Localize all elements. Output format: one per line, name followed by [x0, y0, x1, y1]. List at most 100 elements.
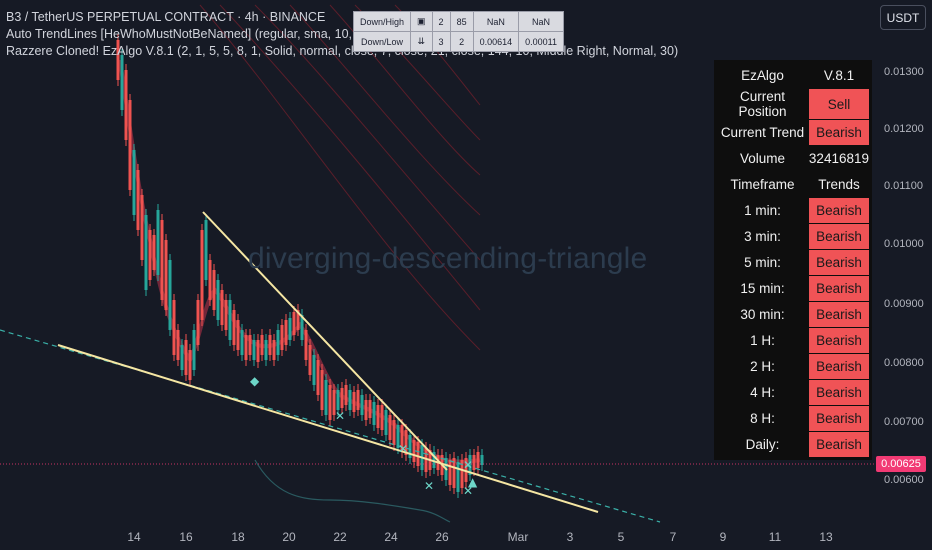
table-row: Down/Low ⇊ 3 2 0.00614 0.00011: [352, 31, 564, 52]
diamond-marker: ◆: [250, 374, 260, 388]
indicator-ezalgo[interactable]: Razzere Cloned! EzAlgo V.8.1 (2, 1, 5, 5…: [6, 44, 679, 58]
candle-body: [460, 460, 464, 488]
status-row-label: 2 H:: [716, 353, 809, 380]
status-row-value: Bearish: [807, 275, 871, 302]
candle-body: [132, 150, 136, 215]
candle-body: [360, 395, 364, 415]
cross-marker: ✕: [463, 484, 473, 498]
candle-body: [172, 300, 176, 355]
price-label: 0.00600: [884, 474, 924, 486]
candle-body: [400, 425, 404, 452]
time-label: 3: [566, 530, 574, 544]
candle-body: [136, 170, 140, 230]
table-cell: Down/High: [352, 11, 412, 32]
candle-body: [192, 330, 196, 370]
candle-body: [208, 260, 212, 300]
status-row: Timeframe Trends: [716, 171, 871, 198]
candle-body: [372, 402, 376, 425]
status-row: 5 min: Bearish: [716, 249, 871, 276]
candle-body: [304, 330, 308, 360]
candle-body: [404, 430, 408, 455]
lower-band-line: [254, 459, 451, 523]
signal-markers: ✕ ✕ ✕ ✕ ✕ ◆ ▲: [250, 374, 478, 498]
candle-body: [312, 355, 316, 385]
time-label: 14: [127, 530, 141, 544]
status-row-label: Current Trend: [716, 119, 809, 146]
candle-body: [396, 425, 400, 448]
status-row: 15 min: Bearish: [716, 275, 871, 302]
candle-body: [240, 330, 244, 355]
status-row-value: Bearish: [807, 119, 871, 146]
candle-body: [452, 458, 456, 488]
candle-body: [256, 340, 260, 362]
price-label: 0.01000: [884, 238, 924, 250]
current-price-badge: 0.00625: [876, 456, 926, 472]
cross-marker: ✕: [424, 479, 434, 493]
candle-body: [284, 320, 288, 345]
candle-body: [232, 310, 236, 345]
time-label: 16: [179, 530, 193, 544]
candle-body: [356, 390, 360, 410]
candle-body: [340, 388, 344, 408]
candle-body: [188, 350, 192, 380]
table-cell: 85: [449, 11, 474, 32]
candle-body: [228, 300, 232, 340]
candle-body: [296, 310, 300, 330]
candle-body: [264, 340, 268, 360]
currency-button[interactable]: USDT: [880, 5, 926, 30]
cross-marker: ✕: [463, 458, 473, 472]
time-label: 26: [435, 530, 449, 544]
candle-body: [160, 220, 164, 300]
candle-body: [168, 260, 172, 330]
cross-marker: ✕: [398, 442, 408, 456]
status-row: Volume 32416819: [716, 145, 871, 172]
status-row-value: Bearish: [807, 249, 871, 276]
status-row-label: Current Position: [716, 88, 809, 120]
symbol-title[interactable]: B3 / TetherUS PERPETUAL CONTRACT · 4h · …: [6, 10, 326, 24]
candle-body: [244, 335, 248, 360]
candle-body: [196, 300, 200, 345]
chart-legend: B3 / TetherUS PERPETUAL CONTRACT · 4h · …: [6, 9, 678, 60]
price-label: 0.00900: [884, 298, 924, 310]
status-row-value: 32416819: [807, 145, 871, 172]
candle-body: [464, 458, 468, 482]
status-header-label: EzAlgo: [716, 62, 809, 89]
status-row-value: Bearish: [807, 197, 871, 224]
status-row: Current Position Sell: [716, 88, 871, 120]
table-cell: 0.00011: [518, 31, 564, 52]
candle-body: [380, 405, 384, 430]
lower-trendline: [57, 344, 599, 513]
status-row: 30 min: Bearish: [716, 301, 871, 328]
candle-body: [180, 345, 184, 370]
status-row-label: Volume: [716, 145, 809, 172]
candle-body: [392, 420, 396, 445]
candle-body: [216, 280, 220, 320]
candle-body: [248, 335, 252, 355]
table-cell: NaN: [518, 11, 564, 32]
candle-body: [336, 390, 340, 410]
price-label: 0.01100: [884, 180, 923, 192]
indicator-autotrend[interactable]: Auto TrendLines [HeWhoMustNotBeNamed] (r…: [6, 27, 411, 41]
status-row: 3 min: Bearish: [716, 223, 871, 250]
candle-body: [344, 385, 348, 405]
candle-body: [128, 100, 132, 190]
time-label: 11: [768, 530, 782, 544]
candle-body: [292, 312, 296, 335]
candle-body: [212, 270, 216, 310]
candle-body: [152, 235, 156, 270]
support-extension-line: [0, 329, 661, 523]
status-row-value: Bearish: [807, 353, 871, 380]
table-row: Down/High ▣ 2 85 NaN NaN: [352, 11, 564, 32]
candle-body: [332, 390, 336, 415]
table-cell: 2: [449, 31, 474, 52]
status-row-label: 1 H:: [716, 327, 809, 354]
candle-body: [388, 415, 392, 440]
candle-body: [352, 392, 356, 412]
time-label: 20: [282, 530, 296, 544]
candle-body: [300, 315, 304, 340]
candle-body: [456, 462, 460, 492]
candle-body: [236, 320, 240, 350]
table-cell: 3: [431, 31, 451, 52]
status-row-label: 3 min:: [716, 223, 809, 250]
